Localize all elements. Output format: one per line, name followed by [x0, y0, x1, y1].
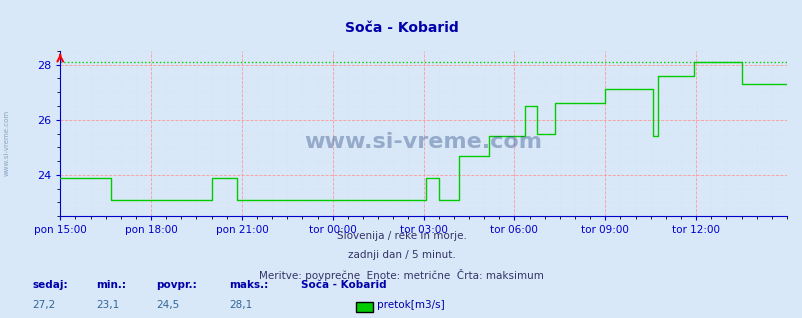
Text: www.si-vreme.com: www.si-vreme.com [3, 110, 10, 176]
Text: maks.:: maks.: [229, 280, 268, 290]
Text: pretok[m3/s]: pretok[m3/s] [377, 300, 444, 309]
Text: Soča - Kobarid: Soča - Kobarid [344, 21, 458, 35]
Text: www.si-vreme.com: www.si-vreme.com [304, 132, 542, 152]
Text: 23,1: 23,1 [96, 301, 119, 310]
Text: sedaj:: sedaj: [32, 280, 67, 290]
Text: Soča - Kobarid: Soča - Kobarid [301, 280, 387, 290]
Text: 27,2: 27,2 [32, 301, 55, 310]
Text: 28,1: 28,1 [229, 301, 252, 310]
Text: Meritve: povprečne  Enote: metrične  Črta: maksimum: Meritve: povprečne Enote: metrične Črta:… [259, 269, 543, 281]
Text: 24,5: 24,5 [156, 301, 180, 310]
Text: Slovenija / reke in morje.: Slovenija / reke in morje. [336, 231, 466, 240]
Text: zadnji dan / 5 minut.: zadnji dan / 5 minut. [347, 250, 455, 259]
Text: povpr.:: povpr.: [156, 280, 197, 290]
Text: min.:: min.: [96, 280, 126, 290]
